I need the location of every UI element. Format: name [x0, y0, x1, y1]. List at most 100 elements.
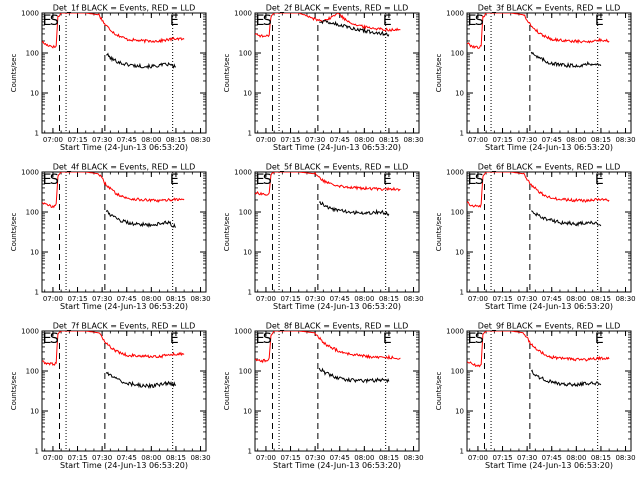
panel-series	[255, 172, 401, 217]
y-tick-label: 1000	[234, 169, 252, 177]
x-tick-label: 07:15	[280, 454, 300, 462]
x-tick-label: 07:15	[492, 136, 512, 144]
y-tick-label: 10	[30, 249, 39, 257]
events-series-line	[106, 52, 176, 70]
x-tick-label: 07:15	[67, 136, 87, 144]
lld-series-line	[255, 331, 401, 364]
x-tick-label: 07:45	[117, 136, 137, 144]
panel-title: Det_1f BLACK = Events, RED = LLD	[53, 4, 196, 13]
x-tick-label: 07:00	[256, 454, 276, 462]
y-tick-label: 100	[239, 368, 252, 376]
panel-series	[42, 13, 185, 70]
x-tick-label: 07:30	[92, 295, 112, 303]
y-tick-label: 100	[26, 368, 39, 376]
y-tick-label: 10	[30, 408, 39, 416]
x-tick-label: 08:00	[566, 454, 586, 462]
y-axis-title: Counts/sec	[435, 213, 443, 252]
panel-8: Det_8f BLACK = Events, RED = LLD 1 10 100 10…	[223, 322, 424, 471]
y-tick-label: 1	[248, 289, 252, 297]
x-tick-label: 07:00	[43, 136, 63, 144]
lld-series-line	[42, 172, 185, 209]
x-tick-label: 07:00	[468, 295, 488, 303]
panel-4: Det_4f BLACK = Events, RED = LLD 1 10 100 10…	[10, 163, 211, 312]
lld-series-line	[42, 13, 185, 49]
x-tick-label: 08:30	[403, 295, 423, 303]
end-marker: E	[170, 331, 179, 347]
y-tick-label: 100	[451, 209, 464, 217]
panel-title: Det_5f BLACK = Events, RED = LLD	[266, 163, 409, 172]
x-tick-label: 07:00	[468, 136, 488, 144]
x-axis-title: Start Time (24-Jun-13 06:53:20)	[60, 143, 188, 152]
x-axis-title: Start Time (24-Jun-13 06:53:20)	[485, 461, 613, 470]
start-marker: S	[263, 13, 272, 29]
plot-frame	[466, 12, 632, 134]
x-tick-label: 08:15	[379, 295, 399, 303]
x-tick-label: 08:30	[615, 136, 635, 144]
plot-frame	[41, 12, 207, 134]
end-marker: E	[383, 172, 392, 188]
y-axis-title: Counts/sec	[223, 372, 231, 411]
y-tick-label: 1000	[21, 169, 39, 177]
y-axis-title: Counts/sec	[223, 213, 231, 252]
lld-series-line	[42, 331, 185, 366]
x-tick-label: 07:30	[517, 136, 537, 144]
events-series-line	[319, 19, 390, 37]
x-tick-label: 07:45	[330, 136, 350, 144]
y-tick-label: 1000	[234, 328, 252, 336]
panel-title: Det_6f BLACK = Events, RED = LLD	[478, 163, 621, 172]
x-tick-label: 07:30	[305, 136, 325, 144]
x-tick-label: 07:30	[92, 136, 112, 144]
panel-3: Det_3f BLACK = Events, RED = LLD 1 10 100 10…	[435, 4, 636, 153]
y-axis-title: Counts/sec	[223, 54, 231, 93]
x-tick-label: 07:45	[330, 295, 350, 303]
x-tick-label: 07:30	[305, 454, 325, 462]
x-tick-label: 07:00	[468, 454, 488, 462]
x-axis-title: Start Time (24-Jun-13 06:53:20)	[273, 461, 401, 470]
left-end-marker: E	[468, 331, 477, 347]
x-tick-label: 08:30	[403, 454, 423, 462]
x-axis-title: Start Time (24-Jun-13 06:53:20)	[60, 461, 188, 470]
lld-series-line	[467, 331, 610, 368]
x-tick-label: 07:15	[67, 295, 87, 303]
start-marker: S	[475, 331, 484, 347]
x-tick-label: 07:30	[517, 295, 537, 303]
y-tick-label: 100	[451, 50, 464, 58]
events-series-line	[530, 369, 602, 388]
x-tick-label: 08:00	[354, 454, 374, 462]
plot-frame	[41, 171, 207, 293]
y-axis-title: Counts/sec	[10, 213, 18, 252]
end-marker: E	[383, 331, 392, 347]
start-marker: S	[475, 172, 484, 188]
x-tick-label: 08:15	[166, 136, 186, 144]
left-end-marker: E	[43, 172, 52, 188]
y-axis-title: Counts/sec	[435, 372, 443, 411]
x-tick-label: 07:00	[43, 295, 63, 303]
end-marker: E	[170, 172, 179, 188]
start-marker: S	[50, 13, 59, 29]
panel-title: Det_4f BLACK = Events, RED = LLD	[53, 163, 196, 172]
x-tick-label: 07:30	[305, 295, 325, 303]
events-series-line	[105, 209, 176, 229]
plot-frame	[41, 330, 207, 452]
left-end-marker: E	[256, 172, 265, 188]
x-tick-label: 08:30	[615, 295, 635, 303]
end-marker: E	[595, 13, 604, 29]
x-tick-label: 07:15	[492, 454, 512, 462]
y-tick-label: 100	[451, 368, 464, 376]
y-tick-label: 1000	[446, 328, 464, 336]
y-tick-label: 1000	[446, 169, 464, 177]
y-tick-label: 1000	[234, 10, 252, 18]
x-tick-label: 08:15	[379, 454, 399, 462]
events-series-line	[318, 201, 390, 217]
panel-9: Det_9f BLACK = Events, RED = LLD 1 10 100 10…	[435, 322, 636, 471]
y-tick-label: 1	[248, 130, 252, 138]
x-tick-label: 08:30	[190, 295, 210, 303]
y-tick-label: 10	[455, 249, 464, 257]
panel-title: Det_2f BLACK = Events, RED = LLD	[266, 4, 409, 13]
start-marker: S	[263, 172, 272, 188]
end-marker: E	[595, 331, 604, 347]
y-tick-label: 10	[455, 408, 464, 416]
x-tick-label: 08:15	[591, 454, 611, 462]
x-tick-label: 08:00	[141, 295, 161, 303]
events-series-line	[105, 371, 177, 389]
